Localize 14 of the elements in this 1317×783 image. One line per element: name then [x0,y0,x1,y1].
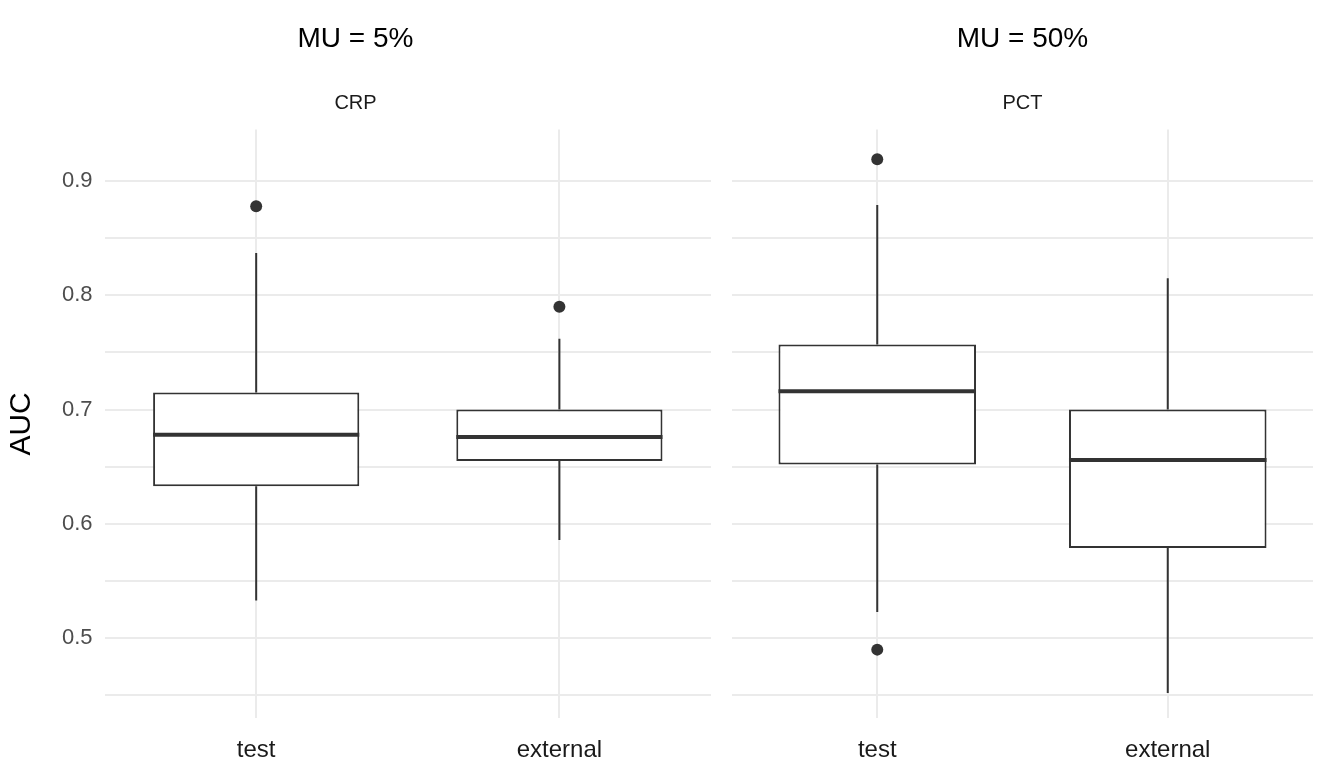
y-tick-label: 0.9 [61,167,93,193]
x-tick-label: test [236,735,276,763]
y-axis-title: AUC [3,392,37,456]
chart-subtitle: CRP [334,91,377,114]
chart-title: MU = 50% [956,21,1089,53]
x-tick-label: external [516,735,603,763]
x-tick-label: external [1125,735,1211,763]
chart-subtitle: PCT [1002,91,1043,114]
y-tick-label: 0.5 [61,624,93,650]
y-tick-label: 0.8 [61,281,93,307]
y-tick-label: 0.6 [61,509,93,535]
chart-title: MU = 5% [297,21,414,53]
y-tick-label: 0.7 [61,395,93,421]
x-tick-label: test [857,735,897,763]
